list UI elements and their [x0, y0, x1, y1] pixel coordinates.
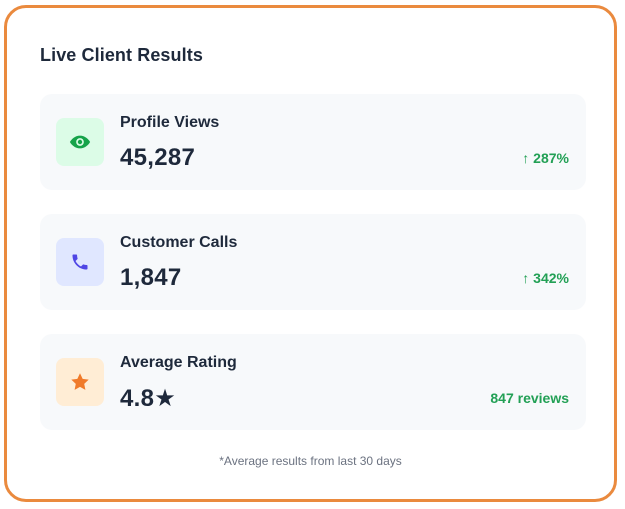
- stat-average-rating: Average Rating 4.8★ 847 reviews: [40, 334, 586, 430]
- card-title: Live Client Results: [40, 45, 203, 65]
- average-rating-icon-box: [56, 358, 104, 406]
- stat-change: ↑ 287%: [522, 150, 569, 166]
- stat-value: 1,847: [120, 264, 182, 291]
- results-card: Live Client Results Profile Views 45,287…: [4, 5, 617, 502]
- stat-customer-calls: Customer Calls 1,847 ↑ 342%: [40, 214, 586, 310]
- stat-profile-views: Profile Views 45,287 ↑ 287%: [40, 94, 586, 190]
- customer-calls-icon-box: [56, 238, 104, 286]
- footnote: *Average results from last 30 days: [219, 454, 402, 468]
- stat-value: 45,287: [120, 144, 196, 171]
- stat-label: Average Rating: [120, 354, 237, 371]
- stat-label: Profile Views: [120, 114, 220, 131]
- stat-change: ↑ 342%: [522, 270, 569, 286]
- star-icon: [71, 373, 89, 390]
- stat-value: 4.8★: [120, 385, 177, 412]
- profile-views-icon-box: [56, 118, 104, 166]
- stat-reviews-count: 847 reviews: [490, 390, 569, 406]
- stat-label: Customer Calls: [120, 234, 238, 251]
- eye-icon: [69, 135, 91, 149]
- phone-icon: [72, 254, 88, 270]
